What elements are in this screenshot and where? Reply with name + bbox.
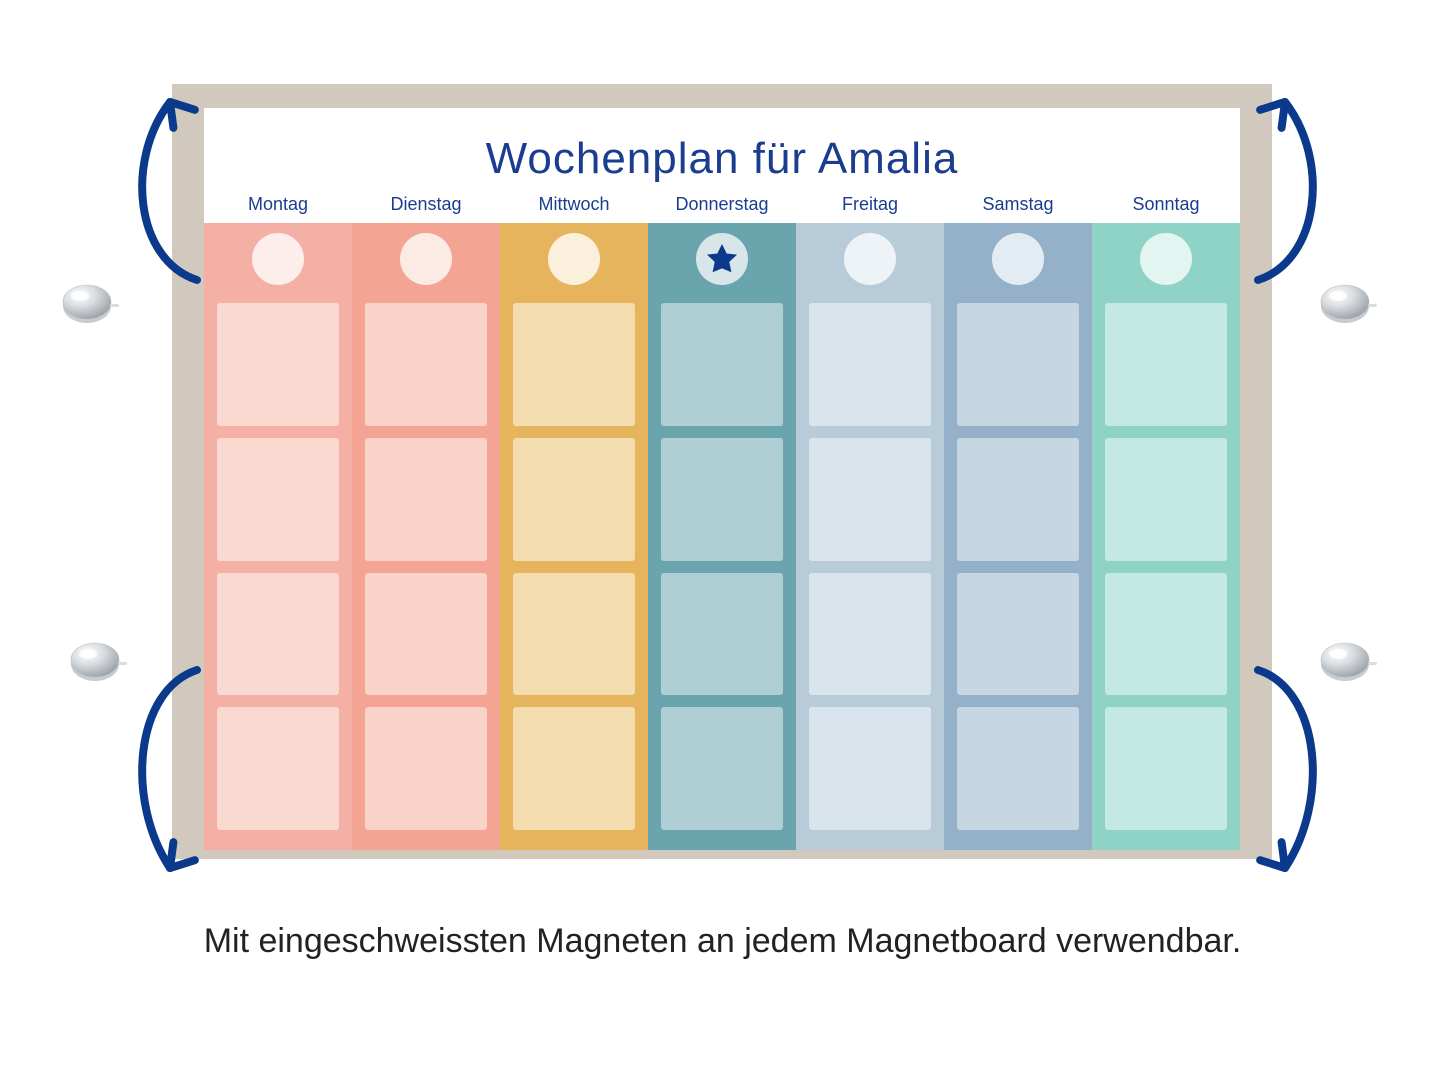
day-label: Dienstag [352, 194, 500, 223]
planner-cell [365, 438, 488, 561]
planner-cell [957, 707, 1080, 830]
day-label: Freitag [796, 194, 944, 223]
caption-text: Mit eingeschweissten Magneten an jedem M… [0, 915, 1445, 968]
planner-cell [1105, 438, 1228, 561]
day-marker-circle [548, 233, 600, 285]
day-marker-circle [252, 233, 304, 285]
planner-cell [1105, 303, 1228, 426]
day-label: Sonntag [1092, 194, 1240, 223]
planner-cell [661, 707, 784, 830]
arrow-icon [115, 90, 205, 290]
planner-cell [217, 303, 340, 426]
planner-cell [513, 573, 636, 696]
planner-cell [809, 303, 932, 426]
planner-cell [957, 573, 1080, 696]
planner-cell [809, 573, 932, 696]
weekly-planner: Wochenplan für Amalia MontagDienstagMitt… [204, 108, 1240, 823]
day-column [500, 223, 648, 850]
planner-cell [957, 303, 1080, 426]
planner-cell [661, 438, 784, 561]
planner-cell [661, 303, 784, 426]
planner-cell [365, 573, 488, 696]
day-column [1092, 223, 1240, 850]
day-marker-circle [844, 233, 896, 285]
day-marker-circle [696, 233, 748, 285]
day-label: Samstag [944, 194, 1092, 223]
day-marker-circle [400, 233, 452, 285]
arrow-icon [1250, 660, 1340, 880]
planner-cell [217, 707, 340, 830]
day-column [352, 223, 500, 850]
planner-cell [1105, 573, 1228, 696]
planner-cell [513, 438, 636, 561]
day-label: Mittwoch [500, 194, 648, 223]
planner-title: Wochenplan für Amalia [204, 108, 1240, 194]
planner-columns [204, 223, 1240, 850]
planner-cell [217, 438, 340, 561]
day-column [796, 223, 944, 850]
planner-cell [809, 438, 932, 561]
planner-cell [365, 707, 488, 830]
magnet-icon [62, 282, 120, 324]
stage: Wochenplan für Amalia MontagDienstagMitt… [0, 0, 1445, 1084]
planner-cell [809, 707, 932, 830]
planner-cell [217, 573, 340, 696]
day-marker-circle [1140, 233, 1192, 285]
day-column [944, 223, 1092, 850]
board-frame: Wochenplan für Amalia MontagDienstagMitt… [172, 84, 1272, 859]
day-label: Montag [204, 194, 352, 223]
star-icon [703, 240, 741, 278]
planner-cell [513, 707, 636, 830]
day-column [648, 223, 796, 850]
day-label: Donnerstag [648, 194, 796, 223]
planner-cell [513, 303, 636, 426]
arrow-icon [115, 660, 205, 880]
planner-cell [957, 438, 1080, 561]
planner-cell [661, 573, 784, 696]
arrow-icon [1250, 90, 1340, 290]
day-marker-circle [992, 233, 1044, 285]
planner-cell [365, 303, 488, 426]
day-column [204, 223, 352, 850]
day-header-row: MontagDienstagMittwochDonnerstagFreitagS… [204, 194, 1240, 223]
planner-cell [1105, 707, 1228, 830]
